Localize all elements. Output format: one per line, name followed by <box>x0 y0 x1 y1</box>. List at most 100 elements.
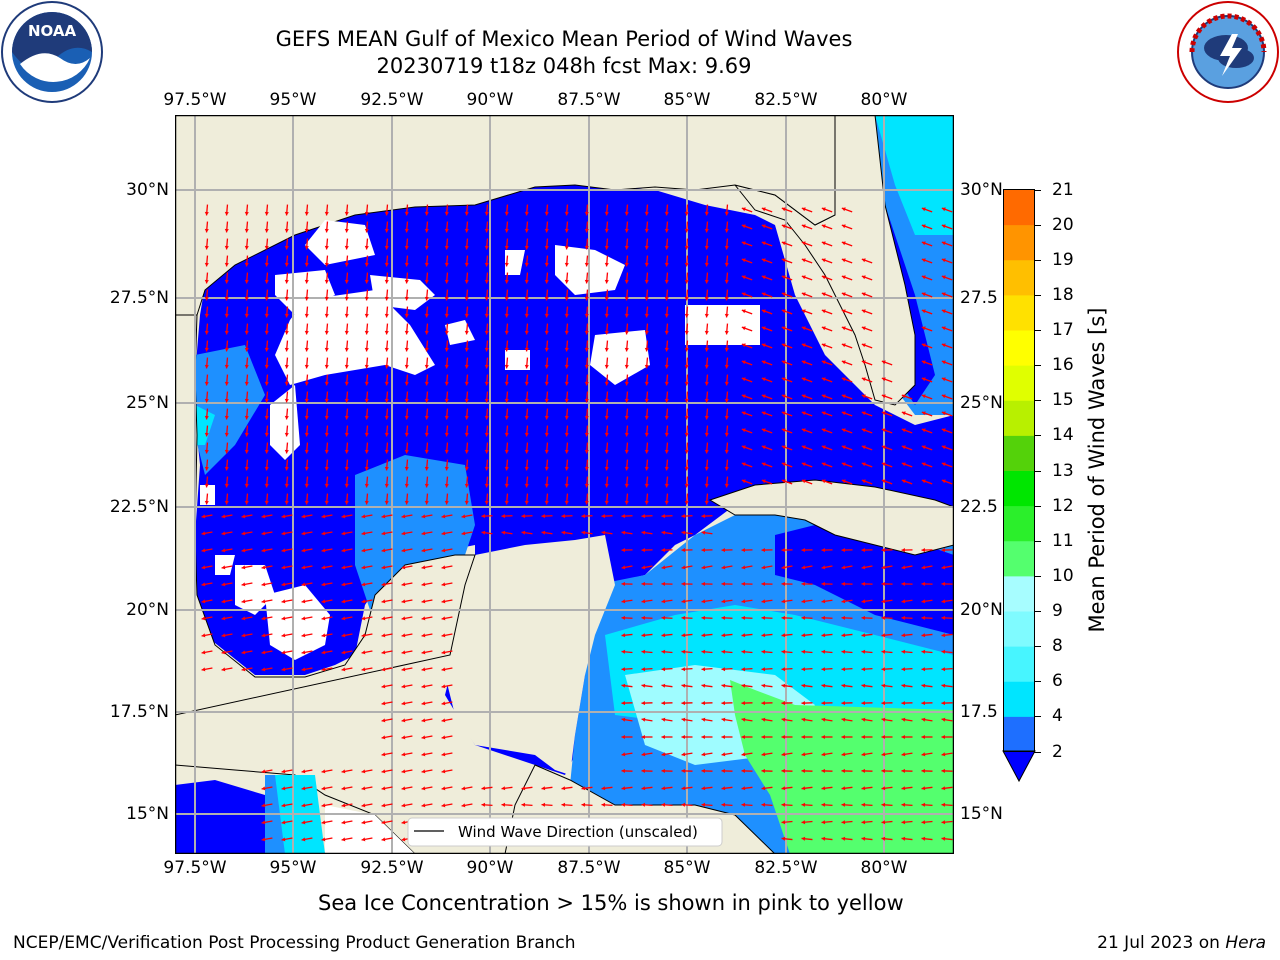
wave-arrow-head <box>341 650 346 655</box>
wave-arrow-head <box>881 768 886 773</box>
wave-arrow-head <box>921 615 926 620</box>
wave-arrow-head <box>524 364 529 369</box>
colorbar-segment <box>1003 681 1035 717</box>
colorbar-tick-mark <box>1034 751 1041 753</box>
wave-arrow-head <box>704 449 709 454</box>
wave-arrow-head <box>201 633 206 638</box>
wave-arrow-head <box>701 565 706 570</box>
wave-arrow-head <box>484 313 489 318</box>
wave-arrow-head <box>261 565 266 570</box>
wave-arrow-head <box>344 245 349 250</box>
wave-arrow-head <box>441 769 446 774</box>
wave-arrow-head <box>701 734 705 740</box>
wave-arrow-head <box>321 633 326 638</box>
wave-arrow-head <box>701 667 706 672</box>
wave-arrow-head <box>641 734 645 740</box>
wave-arrow-head <box>524 415 529 420</box>
wave-arrow-head <box>204 398 209 403</box>
wave-arrow-head <box>941 717 946 722</box>
wave-arrow-head <box>461 803 466 808</box>
wave-arrow-head <box>641 717 646 722</box>
wave-arrow-head <box>241 650 246 655</box>
wave-arrow-head <box>681 565 686 570</box>
wave-arrow-head <box>424 398 429 403</box>
wave-arrow-head <box>721 752 726 757</box>
wave-arrow-head <box>301 582 306 587</box>
wave-arrow-head <box>941 649 946 654</box>
wave-arrow-head <box>941 377 946 382</box>
wave-arrow-head <box>281 803 286 808</box>
wave-arrow-head <box>584 313 589 318</box>
colorbar-tick-label: 18 <box>1052 284 1074 305</box>
wave-arrow-head <box>584 364 589 369</box>
wave-arrow-head <box>421 752 426 757</box>
wave-arrow-head <box>901 836 906 841</box>
wave-arrow-head <box>704 415 709 420</box>
wave-arrow-head <box>524 245 529 250</box>
wave-arrow-head <box>344 262 349 267</box>
wave-arrow-head <box>401 837 406 842</box>
wave-arrow-head <box>761 565 766 570</box>
wave-arrow-head <box>941 275 946 280</box>
wave-arrow-head <box>801 258 806 263</box>
lon-label-top: 87.5°W <box>557 90 621 110</box>
wave-arrow-head <box>381 718 386 723</box>
wave-arrow-head <box>801 445 806 450</box>
wave-arrow-head <box>201 548 206 553</box>
wave-arrow-head <box>601 802 606 807</box>
wave-arrow-head <box>621 530 626 535</box>
wave-arrow-head <box>644 262 649 267</box>
wave-arrow-head <box>941 207 946 212</box>
wave-arrow-head <box>561 786 566 791</box>
wave-arrow-head <box>204 449 209 454</box>
wave-arrow-head <box>204 262 209 267</box>
wave-arrow-head <box>381 837 386 842</box>
wave-arrow-head <box>261 599 266 604</box>
wave-arrow-head <box>724 262 729 267</box>
wave-arrow-head <box>521 530 526 535</box>
wave-arrow-head <box>504 449 509 454</box>
wave-arrow-head <box>681 752 686 757</box>
wave-arrow-head <box>364 245 369 250</box>
wave-arrow-head <box>564 483 569 488</box>
wave-arrow-head <box>244 262 249 267</box>
wave-arrow-head <box>581 514 586 519</box>
wave-arrow-head <box>241 599 246 604</box>
wave-arrow-head <box>484 432 489 437</box>
wave-arrow-head <box>304 381 309 386</box>
wave-arrow-head <box>681 734 685 740</box>
wave-arrow-head <box>264 245 269 250</box>
wave-arrow-head <box>821 768 826 773</box>
wave-arrow-head <box>861 326 866 331</box>
wave-arrow-head <box>404 262 409 267</box>
wave-arrow-head <box>761 752 766 757</box>
wave-arrow-head <box>644 347 649 352</box>
wave-arrow-head <box>841 581 845 587</box>
wave-arrow-head <box>304 347 309 352</box>
wave-arrow-head <box>224 313 229 318</box>
wave-arrow-head <box>344 228 349 233</box>
wave-arrow-head <box>441 718 446 723</box>
wave-arrow-head <box>841 462 846 467</box>
arrow-legend: Wind Wave Direction (unscaled) <box>407 817 723 847</box>
wave-arrow-head <box>724 364 729 369</box>
wave-arrow-head <box>464 381 469 386</box>
wave-arrow-head <box>701 683 706 688</box>
wave-arrow-head <box>344 415 349 420</box>
wave-arrow-head <box>364 364 369 369</box>
wave-arrow-head <box>464 364 469 369</box>
colorbar-tick-mark <box>1034 400 1041 402</box>
wave-arrow-head <box>801 615 806 620</box>
wave-arrow-head <box>224 330 229 335</box>
wave-arrow-head <box>704 500 709 505</box>
wave-arrow-head <box>424 279 429 284</box>
wave-arrow-head <box>741 258 746 263</box>
wave-arrow-head <box>604 398 609 403</box>
wave-arrow-head <box>584 245 589 250</box>
wave-arrow-head <box>841 752 846 757</box>
wave-arrow-head <box>724 449 729 454</box>
wave-arrow-head <box>361 650 366 655</box>
wave-arrow-head <box>841 717 846 722</box>
wave-arrow-head <box>761 615 766 620</box>
wave-arrow-head <box>444 398 449 403</box>
